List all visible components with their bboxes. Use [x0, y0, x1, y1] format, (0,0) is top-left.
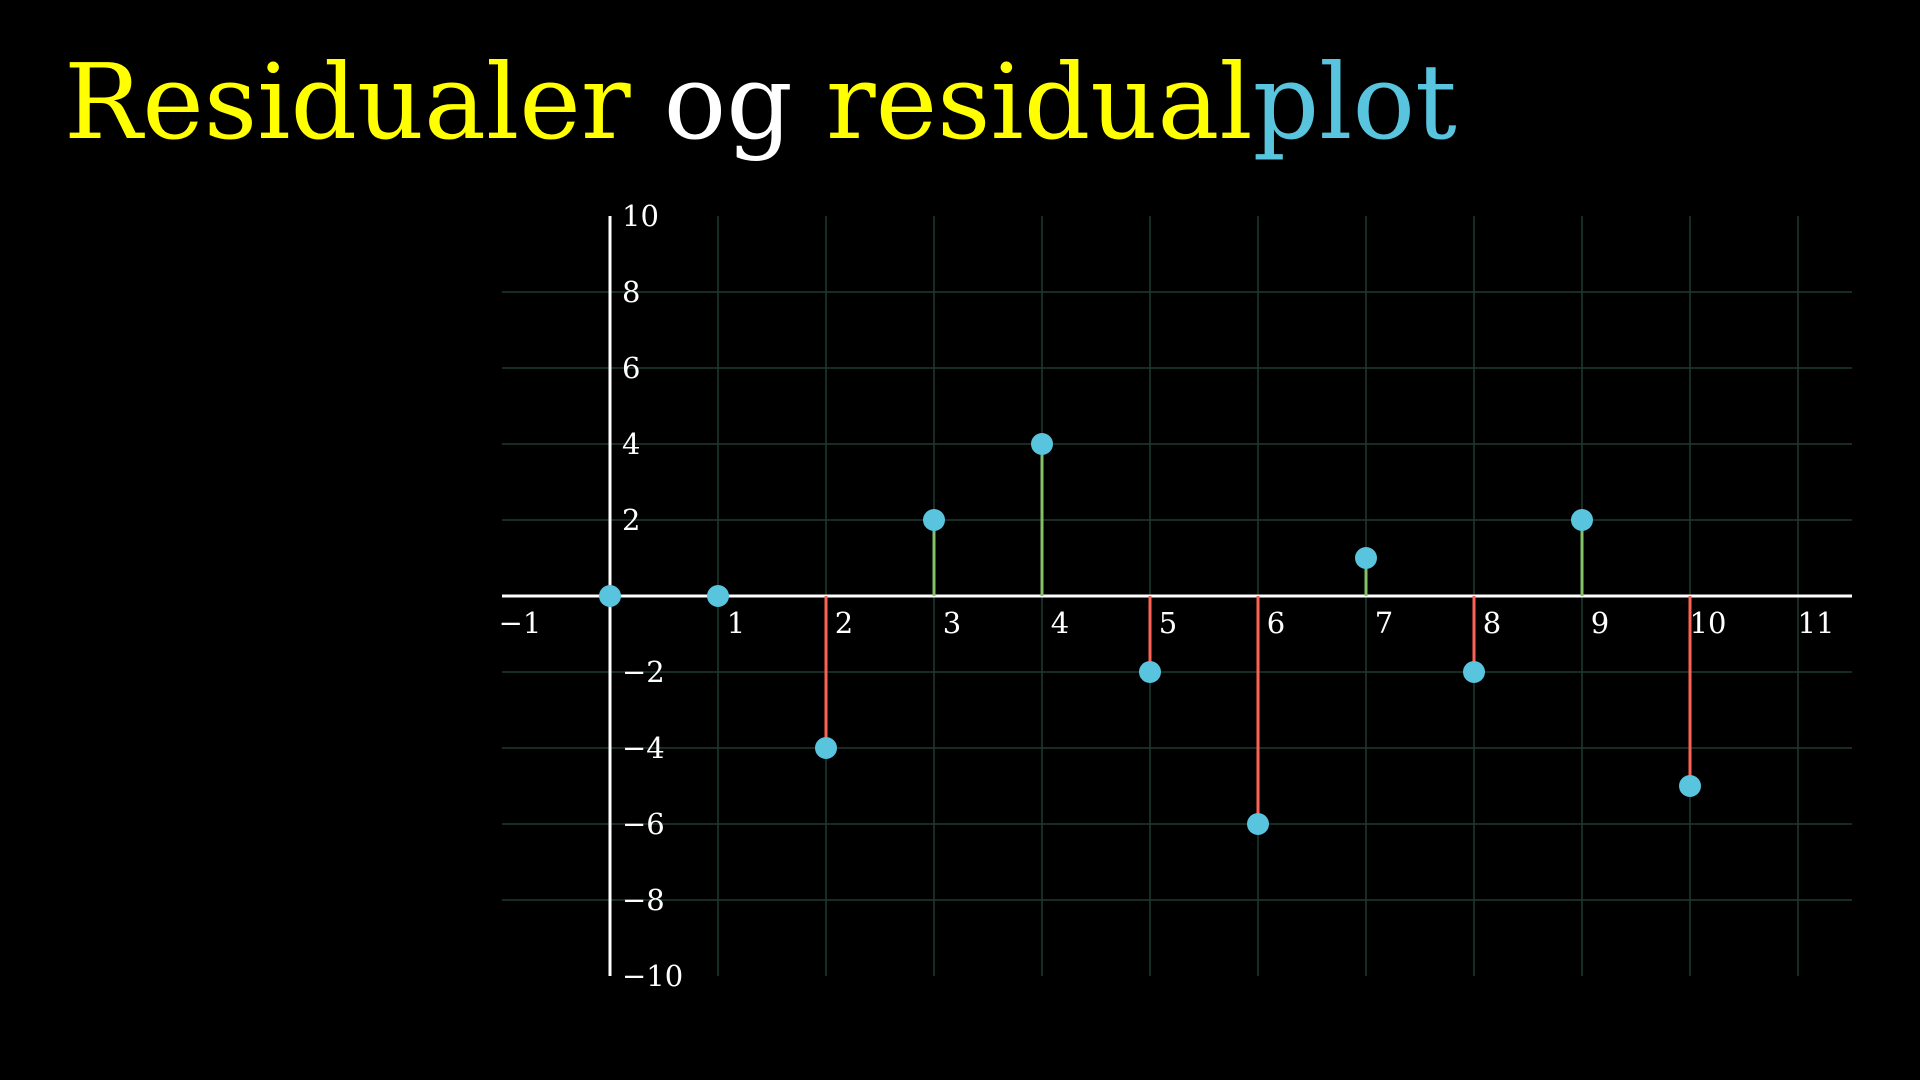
- page-title: Residualer og residualplot: [64, 40, 1457, 165]
- axes: [502, 216, 1852, 976]
- x-tick-label: 8: [1483, 606, 1501, 640]
- y-tick-label: 4: [622, 427, 640, 461]
- x-tick-label: 7: [1375, 606, 1393, 640]
- x-tick-label: 3: [943, 606, 961, 640]
- x-tick-label: 1: [727, 606, 745, 640]
- data-point: [1139, 661, 1161, 683]
- data-points: [599, 433, 1701, 835]
- y-tick-label: 8: [622, 275, 640, 309]
- y-tick-label: −10: [622, 959, 683, 993]
- x-tick-label: 10: [1690, 606, 1727, 640]
- y-tick-label: 6: [622, 351, 640, 385]
- data-point: [815, 737, 837, 759]
- data-point: [1679, 775, 1701, 797]
- data-point: [1463, 661, 1485, 683]
- x-tick-label: 4: [1051, 606, 1069, 640]
- tick-labels: −1 1 2 3 4 5 6 7 8 9 10 11 10 8 6 4 2 −2 −4 −6 −8 −10: [499, 199, 1835, 993]
- y-tick-label: 2: [622, 503, 640, 537]
- y-tick-label: −2: [622, 655, 665, 689]
- data-point: [707, 585, 729, 607]
- y-tick-label: −6: [622, 807, 665, 841]
- y-tick-label: 10: [622, 199, 659, 233]
- x-tick-label: 6: [1267, 606, 1285, 640]
- title-word-residualer: Residualer: [64, 41, 631, 163]
- data-point: [1571, 509, 1593, 531]
- title-word-residual: residual: [825, 41, 1253, 163]
- data-point: [1247, 813, 1269, 835]
- title-word-og: og: [630, 41, 826, 163]
- x-tick-label: 9: [1591, 606, 1609, 640]
- x-tick-label: 2: [835, 606, 853, 640]
- x-tick-label: −1: [499, 606, 542, 640]
- y-tick-label: −8: [622, 883, 665, 917]
- y-tick-label: −4: [622, 731, 665, 765]
- data-point: [1031, 433, 1053, 455]
- data-point: [1355, 547, 1377, 569]
- title-word-plot: plot: [1252, 41, 1457, 163]
- x-tick-label: 11: [1798, 606, 1835, 640]
- data-point: [599, 585, 621, 607]
- x-tick-label: 5: [1159, 606, 1177, 640]
- data-point: [923, 509, 945, 531]
